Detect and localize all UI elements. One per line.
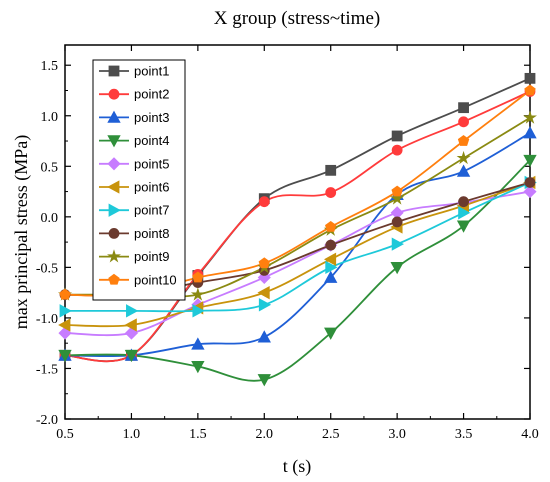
data-point-point10 [258, 257, 270, 269]
legend-marker-point3 [107, 110, 121, 123]
y-tick-label: 0.5 [41, 160, 59, 175]
legend-marker-point5 [107, 157, 121, 171]
data-point-point2 [325, 187, 337, 198]
legend-label: point3 [134, 110, 169, 125]
data-point-point5 [523, 185, 537, 199]
data-point-point6 [257, 285, 270, 300]
data-point-point6 [124, 318, 137, 332]
x-tick-label: 3.0 [388, 427, 406, 442]
data-point-point9 [523, 110, 537, 124]
data-point-point4 [456, 220, 471, 233]
legend-label: point10 [134, 272, 177, 287]
legend-label: point6 [134, 180, 169, 195]
legend-label: point1 [134, 64, 169, 79]
legend-label: point8 [134, 226, 169, 241]
data-point-point10 [192, 271, 204, 283]
x-tick-label: 4.0 [521, 427, 539, 442]
x-tick-label: 3.5 [455, 427, 473, 442]
x-tick-label: 2.5 [322, 427, 340, 442]
chart-title: X group (stress~time) [214, 8, 380, 29]
legend-marker-point7 [108, 203, 121, 217]
data-point-point9 [456, 150, 471, 165]
data-point-point3 [456, 164, 471, 177]
data-point-point7 [126, 304, 139, 318]
y-tick-label: 0.0 [41, 211, 59, 226]
series-line-point6 [64, 181, 531, 328]
data-point-point8 [458, 196, 469, 208]
data-point-point4 [390, 261, 404, 275]
data-point-point10 [391, 185, 403, 197]
y-tick-label: -0.5 [36, 261, 58, 276]
legend-label: point2 [134, 87, 169, 102]
legend-box [92, 59, 186, 301]
y-tick-label: 1.5 [41, 59, 59, 74]
data-point-point4 [257, 374, 271, 387]
x-tick-label: 1.0 [123, 427, 141, 442]
x-tick-label: 0.5 [56, 427, 74, 442]
data-point-point7 [59, 304, 72, 318]
data-point-point2 [458, 116, 469, 128]
data-point-point10 [457, 135, 470, 146]
data-point-point1 [458, 102, 469, 114]
data-point-point4 [324, 327, 338, 340]
series-line-point2 [64, 90, 531, 363]
data-point-point3 [324, 270, 338, 283]
legend-marker-point1 [108, 65, 120, 77]
x-tick-label: 2.0 [256, 427, 274, 442]
legend: point1 point2 point3 point4 point5 point6 poin… [92, 59, 186, 301]
data-point-point7 [325, 260, 338, 275]
data-point-point4 [523, 154, 537, 168]
data-point-point8 [391, 216, 403, 228]
data-point-point10 [325, 220, 337, 232]
legend-marker-point8 [108, 227, 120, 239]
y-tick-label: -1.0 [36, 312, 58, 327]
legend-label: point5 [134, 156, 169, 171]
legend-marker-point9 [107, 249, 121, 263]
data-point-point6 [323, 252, 337, 266]
data-point-point3 [523, 126, 537, 139]
y-axis-label: max principal stress (MPa) [11, 135, 32, 329]
series-markers [58, 72, 537, 387]
x-axis-label: t (s) [283, 456, 312, 477]
data-point-point2 [391, 144, 403, 156]
y-tick-label: -1.5 [36, 362, 58, 377]
legend-marker-point4 [107, 135, 121, 148]
data-point-point1 [524, 72, 536, 84]
data-point-point9 [190, 287, 205, 301]
data-point-point10 [524, 84, 536, 96]
data-point-point4 [124, 349, 139, 363]
legend-marker-point6 [107, 180, 120, 194]
data-point-point3 [257, 330, 271, 343]
data-point-point9 [390, 191, 405, 205]
legend-label: point4 [134, 133, 169, 148]
data-point-point3 [191, 337, 205, 350]
legend-marker-point10 [108, 273, 120, 285]
legend-label: point9 [134, 249, 169, 264]
data-point-point2 [258, 196, 270, 208]
axis-ticks: 0.5 1.0 1.5 2.0 2.5 3.0 3.5 4.0 -2.0 -1.5 -1.0 -0.5… [36, 45, 539, 442]
y-tick-label: -2.0 [36, 413, 58, 428]
data-point-point7 [258, 298, 272, 312]
data-point-point7 [391, 237, 404, 251]
data-point-point1 [325, 164, 337, 176]
data-point-point8 [524, 177, 536, 188]
data-point-point6 [58, 318, 71, 332]
series-line-point3 [64, 132, 531, 358]
data-point-point7 [458, 206, 471, 220]
x-tick-label: 1.5 [189, 427, 207, 442]
data-point-point4 [191, 361, 205, 374]
legend-label: point7 [134, 203, 169, 218]
data-point-point4 [58, 349, 72, 363]
y-tick-label: 1.0 [41, 110, 59, 125]
data-point-point8 [325, 239, 337, 251]
legend-marker-point2 [108, 88, 120, 100]
data-point-point7 [192, 304, 205, 318]
data-point-point10 [59, 288, 71, 300]
data-point-point1 [391, 130, 403, 142]
